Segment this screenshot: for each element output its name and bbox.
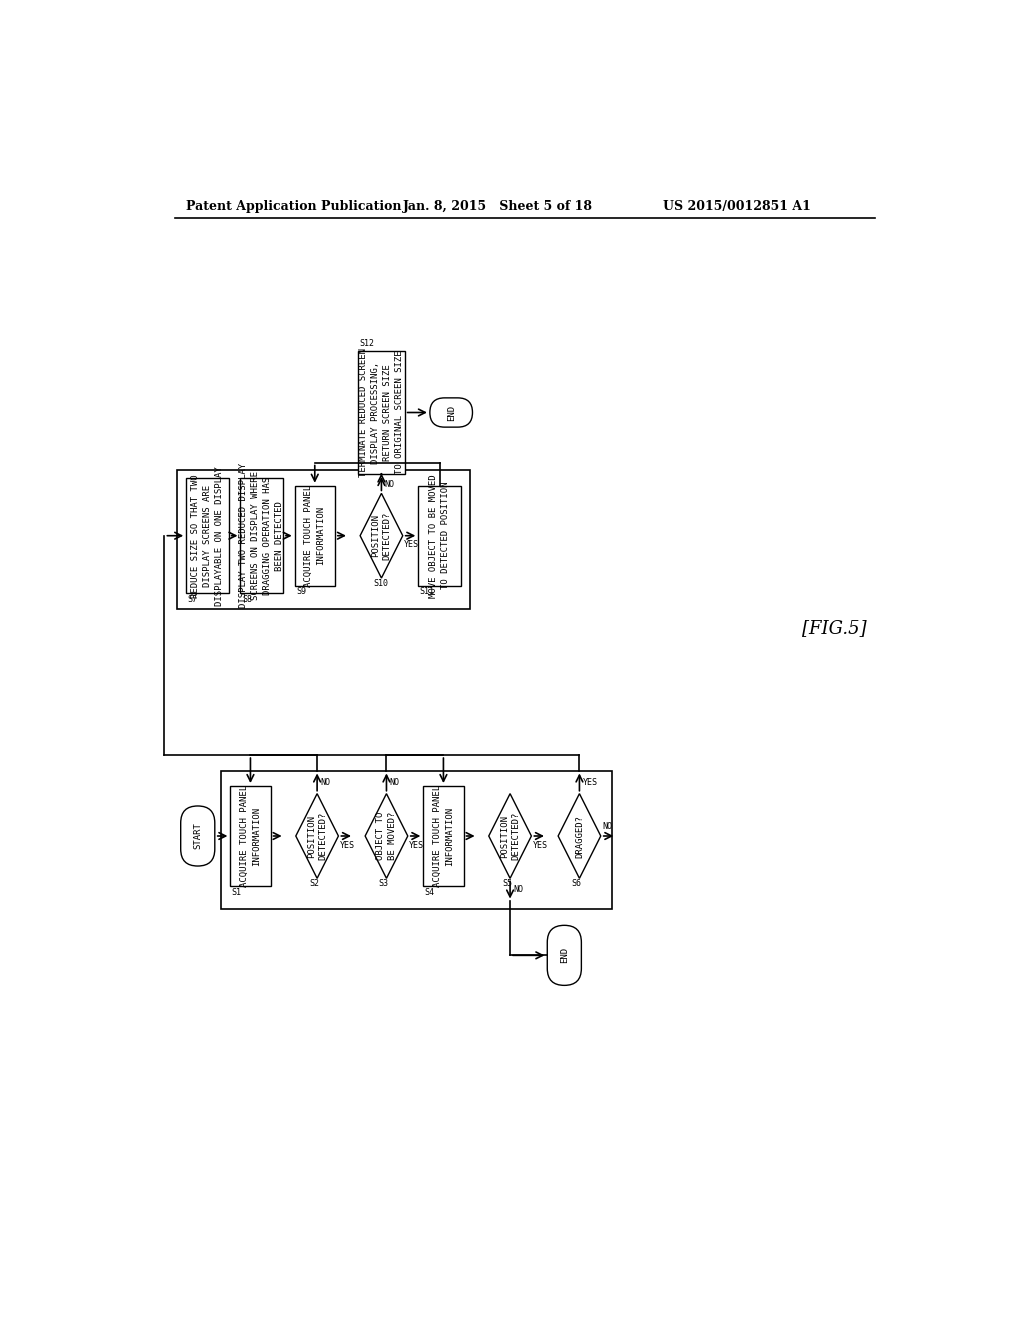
Text: Patent Application Publication: Patent Application Publication [186,201,401,214]
Text: END: END [560,948,568,964]
FancyBboxPatch shape [230,785,270,886]
Text: ACQUIRE TOUCH PANEL
INFORMATION: ACQUIRE TOUCH PANEL INFORMATION [304,484,326,587]
FancyBboxPatch shape [430,397,472,428]
Text: NO: NO [389,777,399,787]
FancyBboxPatch shape [186,478,228,594]
FancyBboxPatch shape [180,807,215,866]
FancyBboxPatch shape [547,925,582,985]
Text: NO: NO [602,822,612,832]
FancyBboxPatch shape [295,486,335,586]
Text: YES: YES [410,841,424,850]
Text: S4: S4 [425,888,435,896]
Text: S1: S1 [231,888,242,896]
Text: Jan. 8, 2015   Sheet 5 of 18: Jan. 8, 2015 Sheet 5 of 18 [403,201,593,214]
Text: YES: YES [532,841,548,850]
Text: S6: S6 [571,879,582,888]
Text: POSITION
DETECTED?: POSITION DETECTED? [371,512,392,560]
FancyBboxPatch shape [423,785,464,886]
Text: OBJECT TO
BE MOVED?: OBJECT TO BE MOVED? [376,812,397,861]
Text: MOVE OBJECT TO BE MOVED
TO DETECTED POSITION: MOVE OBJECT TO BE MOVED TO DETECTED POSI… [429,474,450,598]
FancyBboxPatch shape [358,351,404,474]
FancyBboxPatch shape [241,478,283,594]
Text: S2: S2 [309,879,319,888]
Polygon shape [366,793,408,878]
Text: NO: NO [513,886,523,895]
Text: YES: YES [404,540,419,549]
FancyBboxPatch shape [418,486,461,586]
Text: YES: YES [583,777,598,787]
Text: S12: S12 [359,339,375,347]
Text: NO: NO [385,479,394,488]
Text: END: END [446,404,456,421]
Text: TERMINATE REDUCED SCREEN
DISPLAY PROCESSING,
RETURN SCREEN SIZE
TO ORIGINAL SCRE: TERMINATE REDUCED SCREEN DISPLAY PROCESS… [359,348,403,477]
Text: S3: S3 [379,879,389,888]
Text: S11: S11 [420,587,435,597]
Polygon shape [488,793,531,878]
Text: [FIG.5]: [FIG.5] [802,619,867,638]
Text: US 2015/0012851 A1: US 2015/0012851 A1 [663,201,811,214]
Text: ACQUIRE TOUCH PANEL
INFORMATION: ACQUIRE TOUCH PANEL INFORMATION [240,785,261,887]
Text: DRAGGED?: DRAGGED? [574,814,584,858]
Text: S9: S9 [296,587,306,597]
Text: DISPLAY TWO REDUCED DISPLAY
SCREENS ON DISPLAY WHERE
DRAGGING OPERATION HAS
BEEN: DISPLAY TWO REDUCED DISPLAY SCREENS ON D… [240,463,284,609]
Polygon shape [558,793,601,878]
Text: YES: YES [340,841,355,850]
Text: S8: S8 [242,595,252,605]
Text: NO: NO [321,777,330,787]
Text: START: START [194,822,203,850]
Text: POSITION
DETECTED?: POSITION DETECTED? [307,812,328,861]
Polygon shape [360,494,402,578]
Text: S7: S7 [187,595,198,605]
Polygon shape [296,793,338,878]
Text: S10: S10 [374,579,389,587]
Text: POSITION
DETECTED?: POSITION DETECTED? [500,812,520,861]
Text: S5: S5 [503,879,512,888]
Text: REDUCE SIZE SO THAT TWO
DISPLAY SCREENS ARE
DISPLAYABLE ON ONE DISPLAY: REDUCE SIZE SO THAT TWO DISPLAY SCREENS … [191,466,223,606]
Text: ACQUIRE TOUCH PANEL
INFORMATION: ACQUIRE TOUCH PANEL INFORMATION [433,785,454,887]
